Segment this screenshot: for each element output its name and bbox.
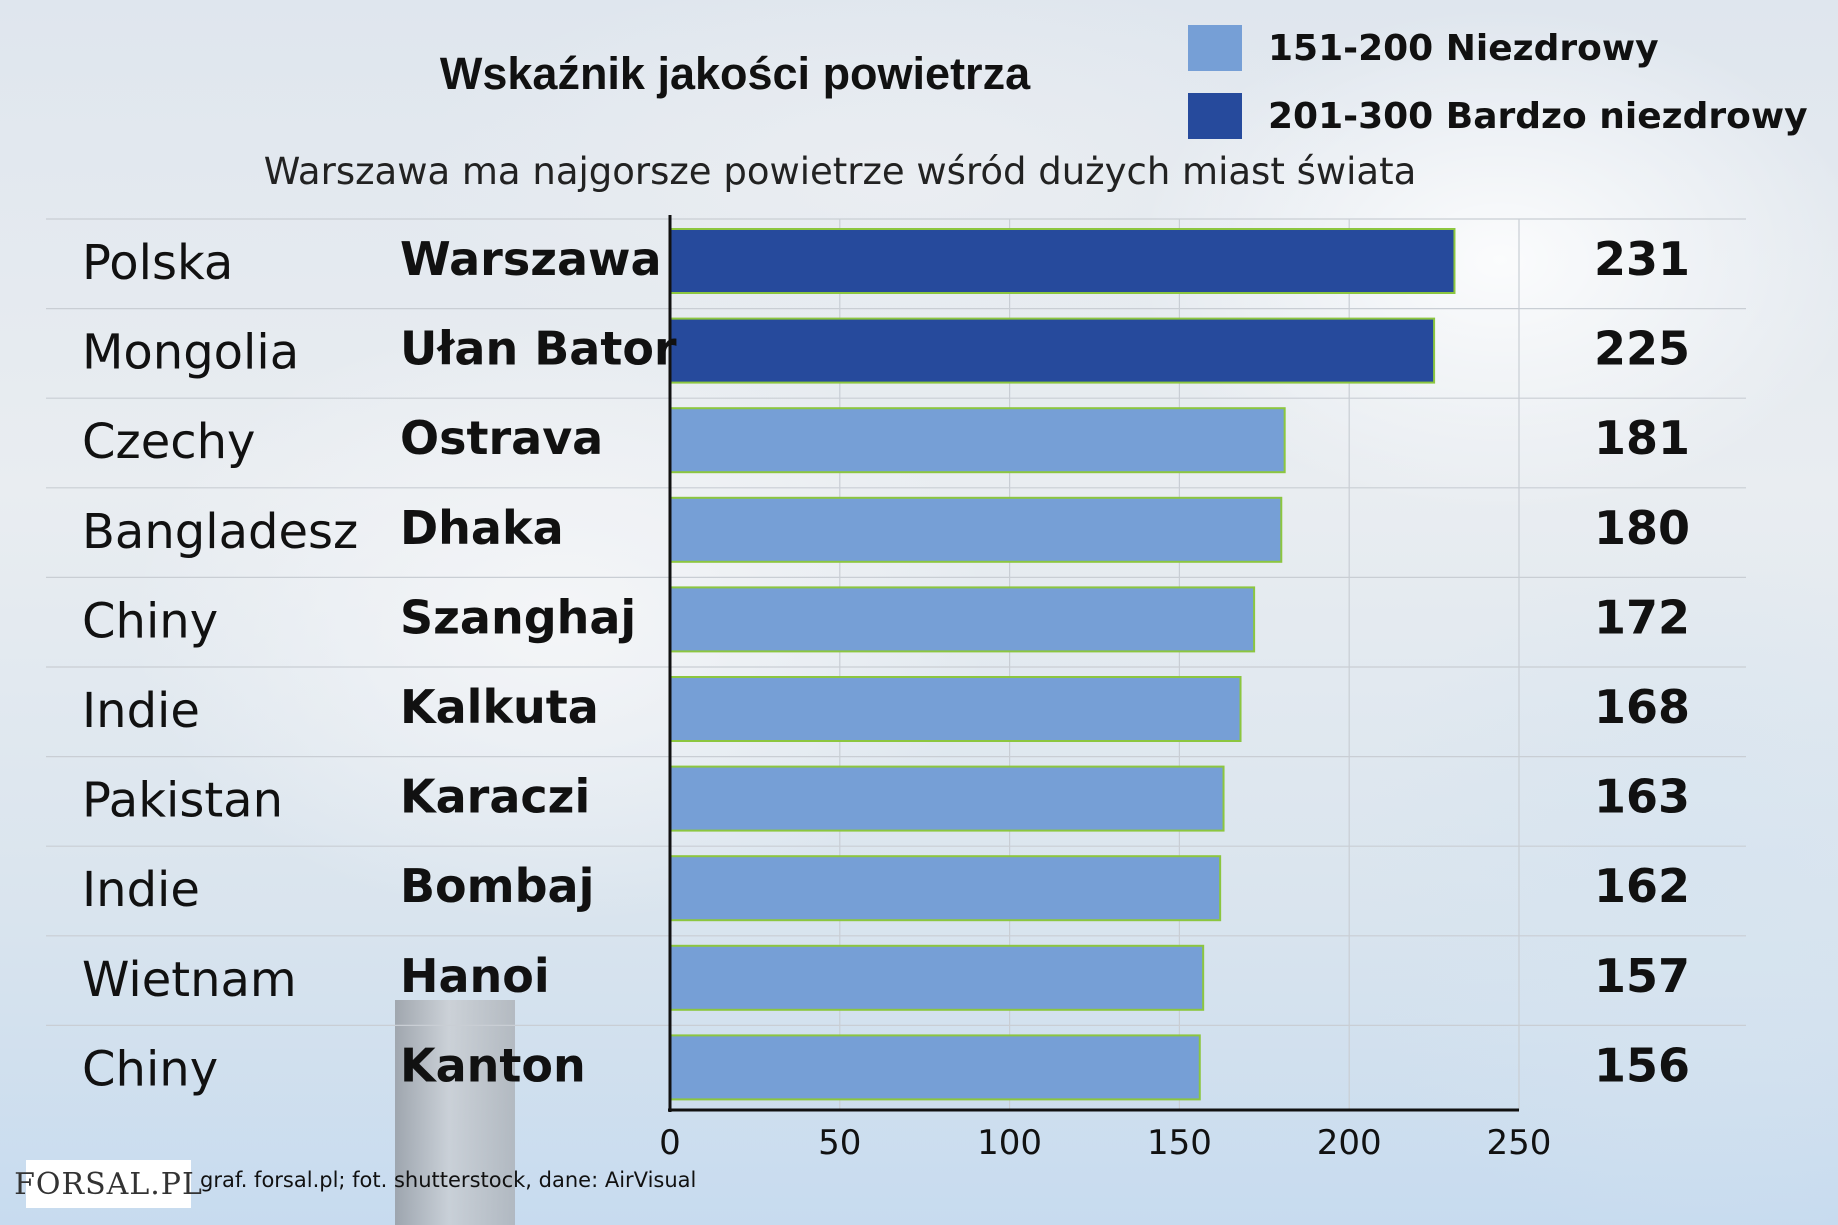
city-label: Warszawa: [400, 232, 662, 286]
country-label: Pakistan: [82, 773, 283, 829]
legend-swatch-niezdrowy: [1188, 25, 1242, 71]
forsal-logo: FORSAL.PL: [14, 1160, 202, 1208]
city-label: Ułan Bator: [400, 322, 677, 376]
country-label: Chiny: [82, 593, 218, 649]
country-label: Indie: [82, 683, 200, 739]
bar: [669, 765, 1225, 832]
country-label: Czechy: [82, 414, 255, 470]
x-tick-label: 100: [977, 1123, 1042, 1163]
x-tick-label: 250: [1487, 1123, 1552, 1163]
chart-subtitle: Warszawa ma najgorsze powietrze wśród du…: [263, 150, 1417, 193]
city-label: Dhaka: [400, 501, 564, 555]
data-label: 172: [1594, 590, 1690, 644]
data-label: 231: [1594, 232, 1690, 286]
bar: [669, 586, 1256, 653]
data-label: 180: [1594, 501, 1690, 555]
chimney-photo: [395, 1000, 515, 1225]
data-label: 156: [1594, 1038, 1690, 1092]
city-label: Szanghaj: [400, 590, 636, 644]
legend-swatch-bardzo-niezdrowy: [1188, 93, 1242, 139]
bar: [669, 317, 1436, 384]
city-label: Bombaj: [400, 859, 594, 913]
country-label: Wietnam: [82, 952, 297, 1008]
country-label: Bangladesz: [82, 504, 358, 560]
legend-item-bardzo-niezdrowy: 201-300 Bardzo niezdrowy: [1188, 92, 1808, 140]
city-label: Hanoi: [400, 949, 550, 1003]
legend-item-niezdrowy: 151-200 Niezdrowy: [1188, 24, 1808, 72]
city-label: Kanton: [400, 1038, 586, 1092]
x-tick-label: 50: [818, 1123, 861, 1163]
legend-label-bardzo-niezdrowy: 201-300 Bardzo niezdrowy: [1268, 95, 1808, 137]
city-label: Karaczi: [400, 770, 590, 824]
bar: [669, 676, 1242, 742]
x-tick-label: 200: [1317, 1123, 1382, 1163]
bar: [669, 944, 1205, 1011]
country-label: Chiny: [82, 1041, 218, 1097]
bar: [669, 407, 1286, 474]
data-label: 163: [1594, 770, 1690, 824]
data-label: 162: [1594, 859, 1690, 913]
source-note: graf. forsal.pl; fot. shutterstock, dane…: [200, 1168, 697, 1192]
country-label: Indie: [82, 862, 200, 918]
x-tick-label: 150: [1147, 1123, 1212, 1163]
country-label: Mongolia: [82, 325, 299, 381]
country-label: Polska: [82, 235, 233, 291]
bar: [669, 496, 1283, 563]
data-label: 157: [1594, 949, 1690, 1003]
city-label: Kalkuta: [400, 680, 599, 734]
bar: [669, 228, 1456, 294]
data-label: 225: [1594, 322, 1690, 376]
chart-title: Wskaźnik jakości powietrza: [439, 48, 1031, 99]
x-tick-label: 0: [659, 1123, 681, 1163]
bar: [669, 855, 1222, 922]
legend: 151-200 Niezdrowy 201-300 Bardzo niezdro…: [1188, 24, 1808, 160]
city-label: Ostrava: [400, 411, 603, 465]
bar: [669, 1034, 1201, 1101]
data-label: 168: [1594, 680, 1690, 734]
data-label: 181: [1594, 411, 1690, 465]
legend-label-niezdrowy: 151-200 Niezdrowy: [1268, 27, 1659, 69]
